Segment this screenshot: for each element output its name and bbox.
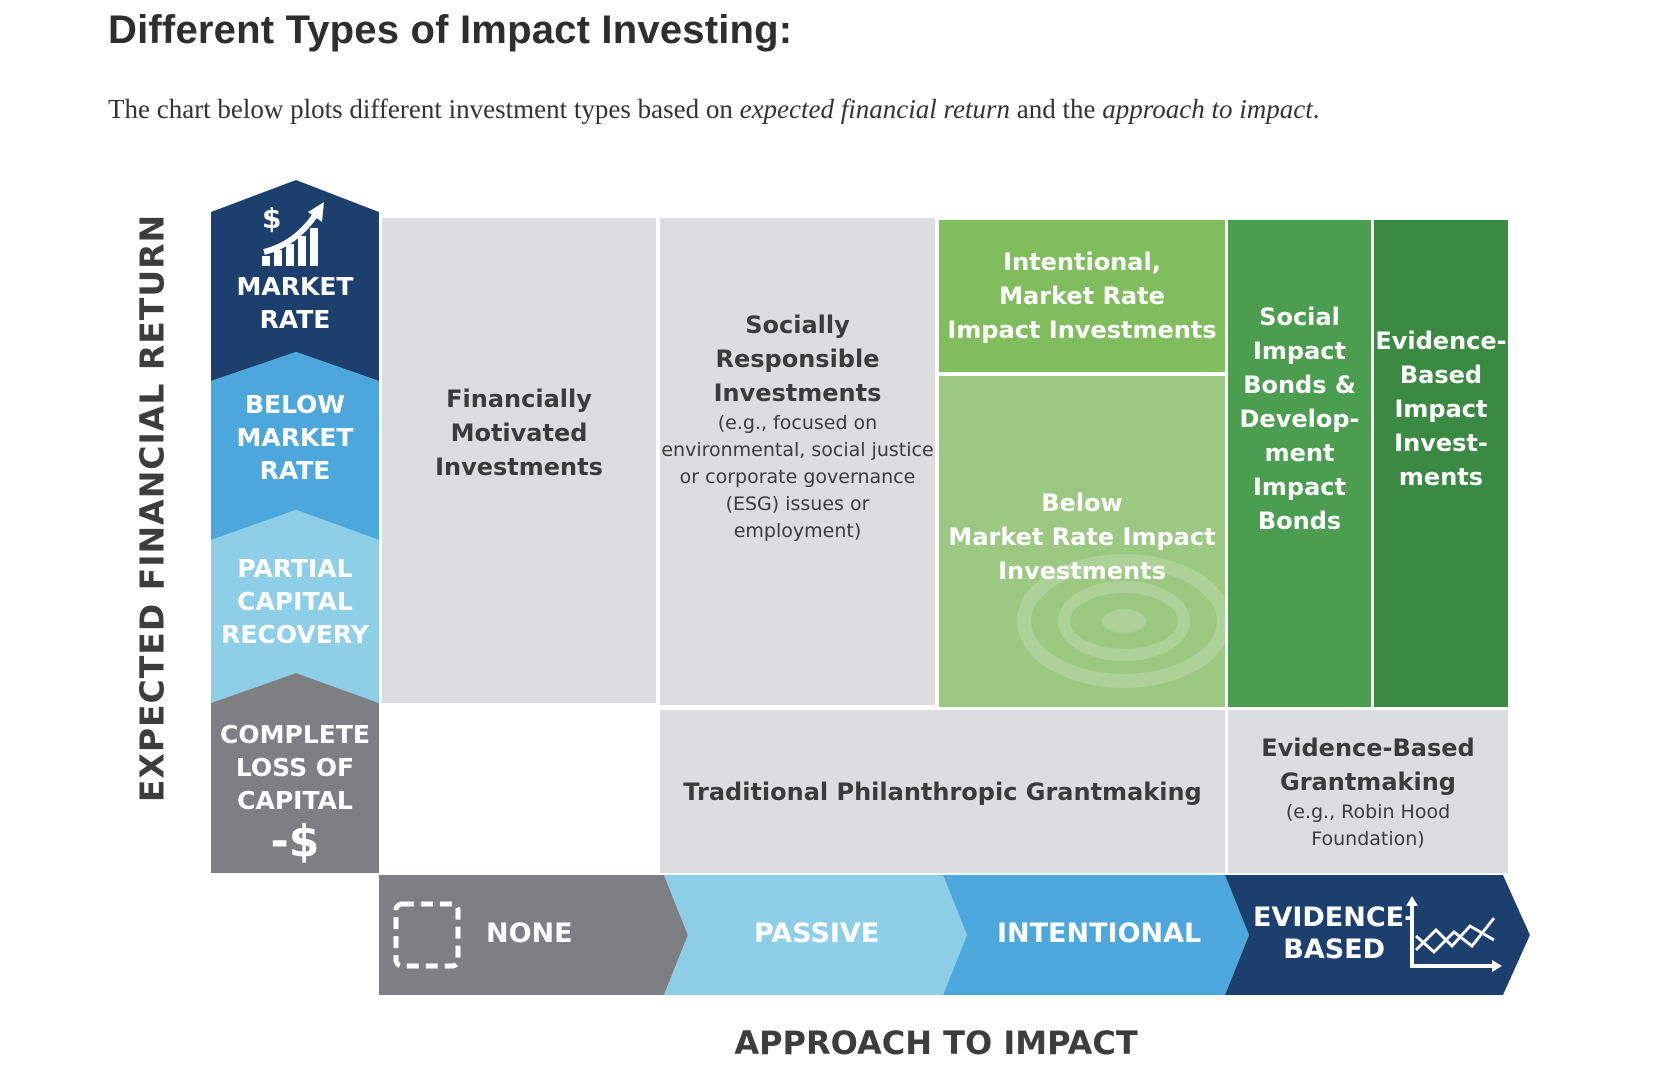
cell-note-line: (e.g., Robin Hood [1285,800,1451,823]
cell-below-market-rate: Below Market Rate Impact Investments [939,376,1225,707]
cell-note-line: (e.g., focused on [717,412,878,434]
cell-traditional-grantmaking: Traditional Philanthropic Grantmaking [660,710,1225,873]
cell-text-line: Impact [1252,472,1346,501]
approach-none-label: NONE [486,918,573,949]
cell-text-line: Evidence-Based [1261,733,1475,762]
level-complete-loss-label: COMPLETE LOSS OF CAPITAL -$ [211,718,379,867]
level-label-line: BELOW [245,390,345,419]
cell-text-line: Investments [713,379,882,407]
cell-text-line: Grantmaking [1280,767,1456,796]
negative-dollar-symbol: -$ [270,816,320,867]
level-label-line: MARKET [236,423,354,452]
cell-financially-motivated: Financially Motivated Investments [382,218,656,703]
page-heading: Different Types of Impact Investing: [108,8,793,52]
level-below-market-band [211,352,379,540]
cell-text-line: ments [1398,462,1484,491]
cell-social-impact-bonds: Social Impact Bonds & Develop- ment Impa… [1228,220,1371,707]
cell-text-line: Socially [745,311,850,339]
level-label-line: CAPITAL [237,587,353,616]
cell-text-line: Invest- [1394,428,1488,457]
intro-text: The chart below plots different investme… [108,94,1319,125]
approach-intentional-arrow [943,875,1249,995]
cell-text-line: Intentional, [1003,248,1161,276]
cell-note-line: environmental, social justice [661,439,934,461]
cell-note-line: Foundation) [1311,827,1425,850]
intro-text-part: The chart below plots different investme… [108,94,740,124]
target-watermark-icon [1017,554,1225,688]
cell-evidence-based-grantmaking: Evidence-Based Grantmaking (e.g., Robin … [1228,710,1508,873]
line-chart-icon [1406,896,1502,972]
cell-text-line: ment [1264,438,1335,467]
cell-text-line: Impact [1394,394,1488,423]
cell-note-line: or corporate governance [679,466,916,488]
intro-emphasis-impact: approach to impact [1102,94,1313,124]
cell-text-line: Develop- [1239,404,1360,433]
cell-evidence-based-impact: Evidence- Based Impact Invest- ments [1374,220,1508,707]
cell-text-line: Market Rate [999,282,1165,310]
level-label-line: LOSS OF [235,753,355,782]
cell-text-line: Evidence- [1375,326,1507,355]
level-label-line: PARTIAL [237,554,353,583]
cell-text-line: Market Rate Impact [948,522,1216,551]
level-label-line: RECOVERY [221,620,369,649]
cell-text-line: Below [1041,488,1123,517]
level-market-rate-label: MARKET RATE [211,270,379,336]
cell-text-line: Financially [446,385,592,413]
intro-text-part: and the [1010,94,1103,124]
cell-note-line: (ESG) issues or employment) [725,493,870,542]
cell-intentional-market-rate: Intentional, Market Rate Impact Investme… [939,220,1225,372]
cell-socially-responsible: Socially Responsible Investments (e.g., … [660,218,935,705]
level-label-line: COMPLETE [220,720,370,749]
cell-text-line: Bonds & [1243,370,1356,399]
dollar-growth-chart-icon: $ [262,202,324,266]
level-label-line: MARKET [236,272,354,301]
dashed-square-icon [393,901,461,969]
cell-text-line: Investments [998,556,1166,585]
cell-text-line: Social [1259,302,1340,331]
cell-text-line: Impact [1252,336,1346,365]
level-label-line: CAPITAL [237,786,353,815]
approach-label-line: EVIDENCE- [1253,902,1416,933]
approach-intentional-label: INTENTIONAL [997,918,1202,949]
intro-text-part: . [1312,94,1320,124]
cell-text-line: Impact Investments [947,316,1217,344]
cell-text-line: Bonds [1257,506,1342,535]
svg-text:$: $ [262,202,281,235]
approach-evidence-based-label: EVIDENCE- BASED [1253,902,1415,966]
level-label-line: RATE [259,456,331,485]
level-complete-loss-band [211,673,379,873]
x-axis-label: APPROACH TO IMPACT [734,1024,1138,1062]
level-partial-capital-label: PARTIAL CAPITAL RECOVERY [211,552,379,651]
cell-text-line: Traditional Philanthropic Grantmaking [683,777,1202,806]
level-label-line: RATE [259,305,331,334]
approach-label-line: BASED [1283,934,1386,965]
intro-emphasis-return: expected financial return [739,94,1011,124]
cell-text-line: Responsible [715,345,880,373]
cell-text-group: Below Market Rate Impact Investments [948,486,1215,598]
cell-text-line: Motivated [450,419,588,447]
level-partial-capital-band [211,510,379,703]
level-below-market-label: BELOW MARKET RATE [211,388,379,487]
cell-text-line: Investments [435,453,603,481]
cell-text-line: Based [1399,360,1483,389]
approach-passive-arrow [664,875,967,995]
approach-passive-label: PASSIVE [754,918,880,949]
level-market-rate-band [211,180,379,381]
